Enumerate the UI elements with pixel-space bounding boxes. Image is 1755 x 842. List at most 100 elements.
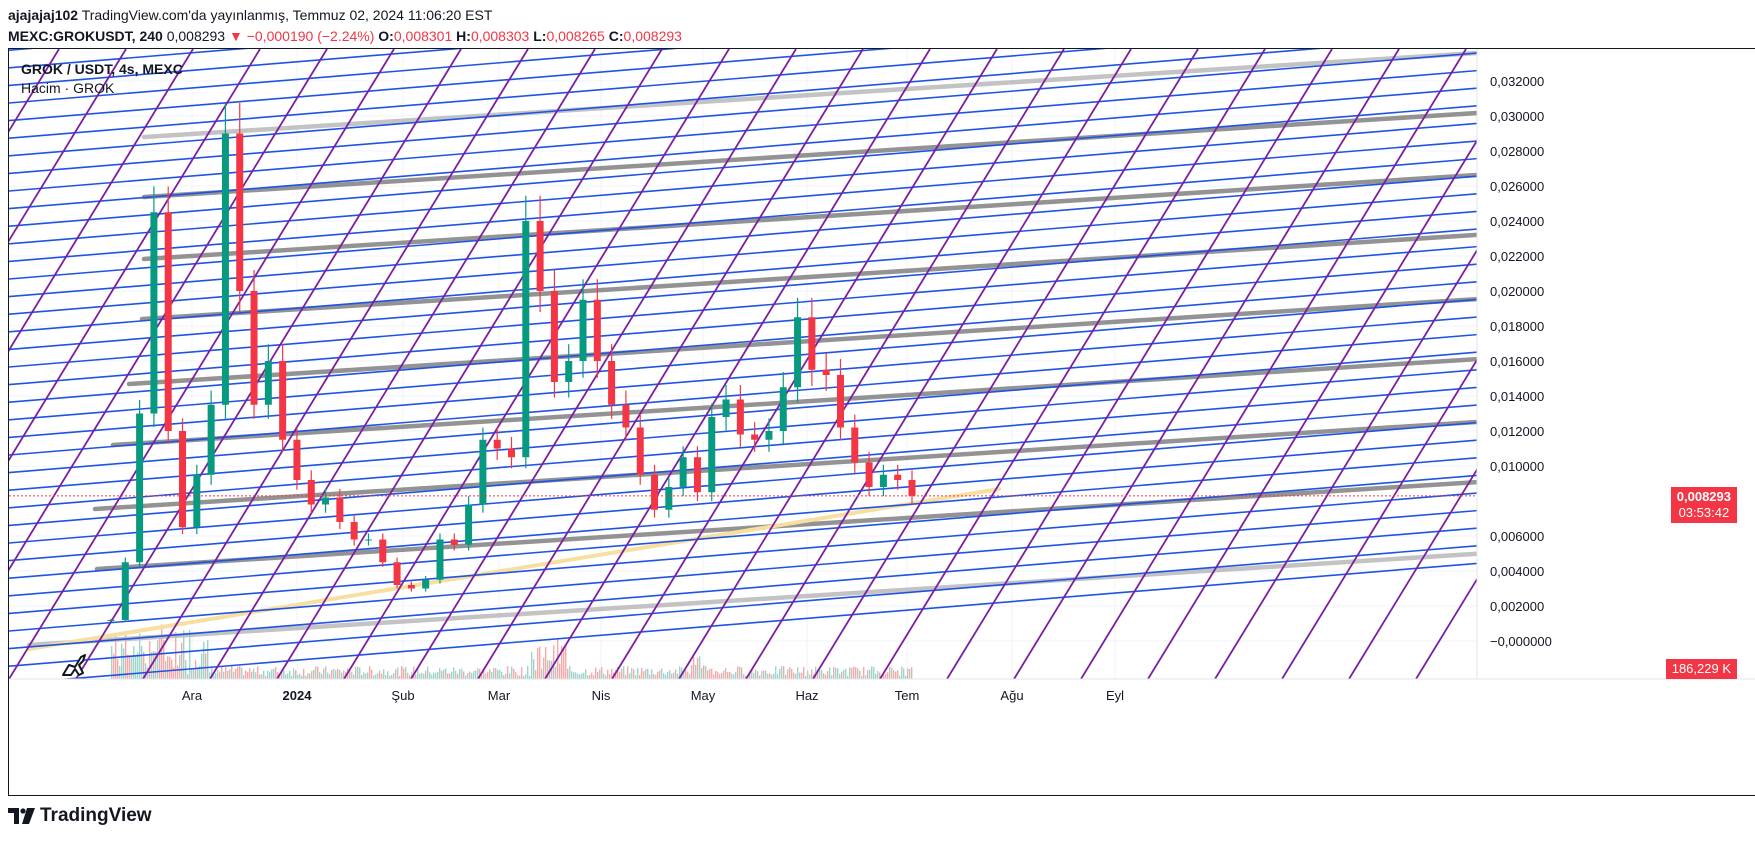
volume-bar: [697, 657, 699, 679]
volume-legend[interactable]: Hacim · GROK: [21, 80, 115, 96]
purple-fan-line[interactable]: [1684, 49, 1755, 679]
purple-fan-line[interactable]: [812, 49, 1199, 679]
volume-bar: [777, 674, 779, 679]
blue-fan-line[interactable]: [9, 527, 1477, 650]
blue-fan-line[interactable]: [9, 509, 1477, 632]
price-tick-label: 0,028000: [1490, 144, 1544, 159]
purple-fan-line[interactable]: [1147, 49, 1533, 679]
gray-channel-line[interactable]: [139, 232, 1477, 322]
volume-bar: [535, 670, 537, 679]
volume-bar: [593, 675, 595, 679]
chart-legend-title[interactable]: GROK / USDT, 4s, MEXC: [21, 61, 183, 77]
price-axis[interactable]: 0,032000 0,030000 0,028000 0,026000 0,024000…: [1490, 74, 1552, 649]
volume-bar: [517, 675, 519, 679]
blue-fan-line[interactable]: [9, 474, 1477, 597]
purple-fan-line[interactable]: [9, 49, 127, 679]
volume-bar: [587, 675, 589, 679]
blue-fan-line[interactable]: [9, 105, 1477, 227]
purple-fan-line[interactable]: [9, 49, 328, 679]
volume-bar: [803, 666, 805, 679]
purple-fan-line[interactable]: [1281, 49, 1667, 679]
volume-bar: [509, 673, 511, 679]
gray-channel-line[interactable]: [141, 110, 1477, 200]
purple-fan-line[interactable]: [142, 49, 529, 679]
purple-fan-line[interactable]: [209, 49, 596, 679]
volume-bar: [755, 669, 757, 679]
purple-fan-line[interactable]: [1348, 49, 1734, 679]
blue-fan-line[interactable]: [9, 157, 1477, 280]
blue-fan-line[interactable]: [9, 386, 1477, 509]
blue-fan-line[interactable]: [9, 492, 1477, 615]
low-label: L:: [533, 28, 547, 44]
gray-channel-line[interactable]: [141, 172, 1477, 262]
purple-fan-line[interactable]: [9, 49, 395, 679]
blue-fan-line[interactable]: [9, 122, 1477, 245]
volume-bar: [665, 674, 667, 679]
time-tick-label: Şub: [391, 688, 414, 703]
purple-fan-line[interactable]: [9, 49, 194, 679]
purple-fan-line[interactable]: [1415, 49, 1755, 679]
blue-fan-line[interactable]: [9, 87, 1477, 210]
purple-fan-line[interactable]: [745, 49, 1132, 679]
purple-fan-line[interactable]: [946, 49, 1333, 679]
blue-fan-line[interactable]: [9, 333, 1477, 456]
blue-fan-line[interactable]: [9, 457, 1477, 579]
purple-fan-line[interactable]: [544, 49, 931, 679]
volume-bar: [319, 671, 321, 679]
purple-fan-line[interactable]: [1013, 49, 1400, 679]
volume-bar: [399, 675, 401, 679]
purple-fan-line[interactable]: [276, 49, 663, 679]
purple-fan-line[interactable]: [410, 49, 797, 679]
blue-fan-line[interactable]: [9, 421, 1477, 544]
blue-fan-line[interactable]: [9, 49, 1477, 122]
blue-fan-line[interactable]: [9, 140, 1477, 263]
purple-fan-line[interactable]: [678, 49, 1065, 679]
volume-bar: [389, 675, 391, 679]
gray-channel-line[interactable]: [26, 551, 1477, 648]
volume-bar: [483, 668, 485, 679]
blue-fan-line[interactable]: [9, 69, 1477, 192]
blue-fan-line[interactable]: [9, 49, 1477, 87]
volume-bar: [627, 666, 629, 679]
purple-fan-line[interactable]: [343, 49, 730, 679]
gray-channel-lines[interactable]: [26, 50, 1477, 651]
blue-fan-line[interactable]: [9, 49, 1477, 139]
symbol-line[interactable]: MEXC:GROKUSDT, 240: [8, 28, 163, 44]
purple-fan-line[interactable]: [611, 49, 998, 679]
blue-fan-line[interactable]: [9, 49, 1477, 157]
blue-fan-lines[interactable]: [9, 49, 1477, 684]
purple-fan-line[interactable]: [1214, 49, 1600, 679]
purple-fan-line[interactable]: [1080, 49, 1467, 679]
volume-bar: [713, 674, 715, 679]
purple-fan-line[interactable]: [477, 49, 864, 679]
yellow-channel-line[interactable]: [27, 487, 1001, 651]
purple-fan-line[interactable]: [1617, 49, 1755, 679]
purple-fan-line[interactable]: [879, 49, 1266, 679]
blue-fan-line[interactable]: [9, 52, 1477, 175]
blue-fan-line[interactable]: [9, 439, 1477, 562]
time-axis[interactable]: Ara 2024 Şub Mar Nis May Haz Tem Ağu Eyl: [182, 688, 1124, 703]
chart-canvas[interactable]: 0,032000 0,030000 0,028000 0,026000 0,024000…: [9, 49, 1755, 796]
volume-bar: [889, 666, 891, 679]
volume-bar: [497, 670, 499, 679]
volume-bar: [685, 670, 687, 679]
volume-bar: [833, 666, 835, 679]
purple-fan-line[interactable]: [1550, 49, 1755, 679]
blue-fan-line[interactable]: [9, 175, 1477, 298]
candle-body: [536, 221, 544, 291]
chart-pane[interactable]: 0,032000 0,030000 0,028000 0,026000 0,024000…: [8, 48, 1755, 796]
purple-fan-line[interactable]: [9, 49, 261, 679]
candle-body: [894, 474, 902, 480]
blue-fan-line[interactable]: [9, 562, 1477, 683]
gray-channel-line[interactable]: [110, 356, 1477, 448]
volume-bar: [201, 653, 203, 679]
author-name[interactable]: ajajajaj102: [8, 7, 79, 23]
blue-fan-line[interactable]: [9, 49, 1477, 104]
blue-fan-line[interactable]: [9, 245, 1477, 368]
volume-bar: [601, 666, 603, 679]
blue-fan-line[interactable]: [9, 545, 1477, 667]
volume-bar: [437, 671, 439, 679]
blue-fan-line[interactable]: [9, 281, 1477, 403]
gray-channel-line[interactable]: [126, 296, 1477, 387]
volume-bar: [575, 672, 577, 679]
